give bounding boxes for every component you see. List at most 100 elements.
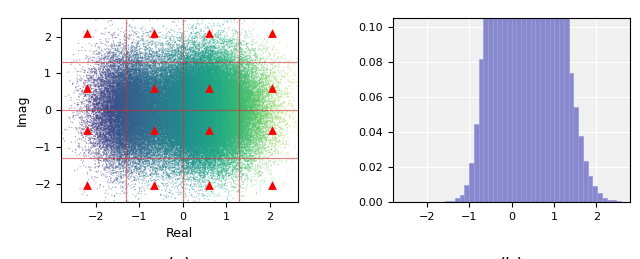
Point: [125, 91, 136, 95]
Point: [180, 88, 191, 92]
Point: [132, 124, 142, 128]
Point: [242, 115, 252, 119]
Point: [172, 106, 182, 110]
Point: [132, 93, 142, 97]
Point: [182, 118, 192, 122]
Point: [123, 113, 133, 117]
Point: [184, 90, 195, 94]
Point: [120, 79, 131, 83]
Point: [231, 73, 241, 77]
Point: [220, 39, 230, 44]
Point: [159, 109, 169, 113]
Point: [212, 102, 223, 106]
Point: [195, 95, 205, 99]
Point: [163, 146, 173, 150]
Point: [207, 112, 218, 117]
Point: [140, 98, 150, 102]
Point: [207, 117, 217, 121]
Point: [246, 109, 257, 113]
Point: [175, 69, 186, 74]
Point: [141, 135, 151, 139]
Point: [177, 75, 188, 79]
Point: [213, 82, 223, 86]
Point: [214, 114, 224, 118]
Point: [186, 70, 196, 75]
Point: [195, 92, 205, 97]
Point: [230, 104, 241, 108]
Point: [197, 127, 207, 132]
Point: [218, 45, 228, 49]
Point: [189, 145, 200, 149]
Point: [253, 96, 263, 100]
Point: [193, 87, 204, 91]
Point: [207, 123, 218, 127]
Point: [145, 71, 156, 76]
Point: [241, 89, 251, 93]
Point: [223, 99, 234, 103]
Point: [120, 122, 131, 126]
Point: [115, 105, 125, 110]
Point: [180, 93, 191, 97]
Point: [231, 131, 241, 135]
Point: [131, 121, 141, 126]
Point: [136, 106, 146, 110]
Point: [180, 98, 191, 103]
Point: [185, 66, 195, 70]
Point: [147, 111, 157, 115]
Point: [236, 85, 246, 90]
Point: [178, 100, 188, 105]
Point: [232, 111, 243, 115]
Point: [124, 118, 134, 122]
Point: [112, 98, 122, 102]
Point: [212, 79, 223, 83]
Point: [120, 117, 131, 121]
Point: [221, 153, 231, 157]
Point: [229, 123, 239, 127]
Point: [119, 125, 129, 129]
Point: [173, 192, 184, 197]
Point: [134, 110, 145, 114]
Point: [178, 84, 188, 88]
Point: [138, 41, 148, 46]
Point: [202, 103, 212, 107]
Point: [220, 124, 230, 128]
Point: [172, 84, 182, 88]
Point: [260, 154, 270, 158]
Point: [168, 113, 178, 118]
Point: [104, 155, 114, 159]
Point: [143, 103, 154, 107]
Point: [209, 101, 220, 105]
Point: [159, 111, 170, 115]
Point: [190, 137, 200, 141]
Point: [143, 92, 154, 96]
Point: [82, 73, 92, 77]
Point: [225, 133, 236, 138]
Point: [188, 85, 198, 90]
Point: [138, 97, 148, 101]
Point: [222, 96, 232, 100]
Point: [248, 148, 259, 152]
Point: [252, 128, 262, 132]
Point: [198, 68, 208, 72]
Point: [190, 117, 200, 121]
Point: [178, 44, 188, 48]
Point: [213, 80, 223, 84]
Point: [177, 81, 188, 85]
Point: [223, 60, 234, 64]
Point: [152, 103, 162, 107]
Point: [124, 134, 134, 138]
Point: [209, 79, 219, 83]
Point: [278, 181, 289, 185]
Point: [211, 57, 221, 62]
Point: [193, 124, 204, 128]
Point: [143, 140, 153, 144]
Point: [140, 119, 150, 124]
Point: [157, 77, 168, 81]
Point: [165, 90, 175, 95]
Point: [208, 77, 218, 82]
Point: [127, 130, 138, 134]
Point: [158, 157, 168, 161]
Point: [198, 111, 209, 115]
Point: [188, 120, 198, 124]
Point: [234, 128, 244, 133]
